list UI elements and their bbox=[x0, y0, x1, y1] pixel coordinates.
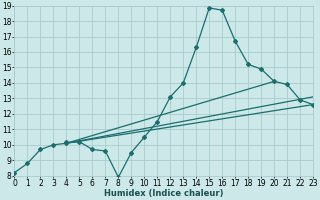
X-axis label: Humidex (Indice chaleur): Humidex (Indice chaleur) bbox=[104, 189, 224, 198]
